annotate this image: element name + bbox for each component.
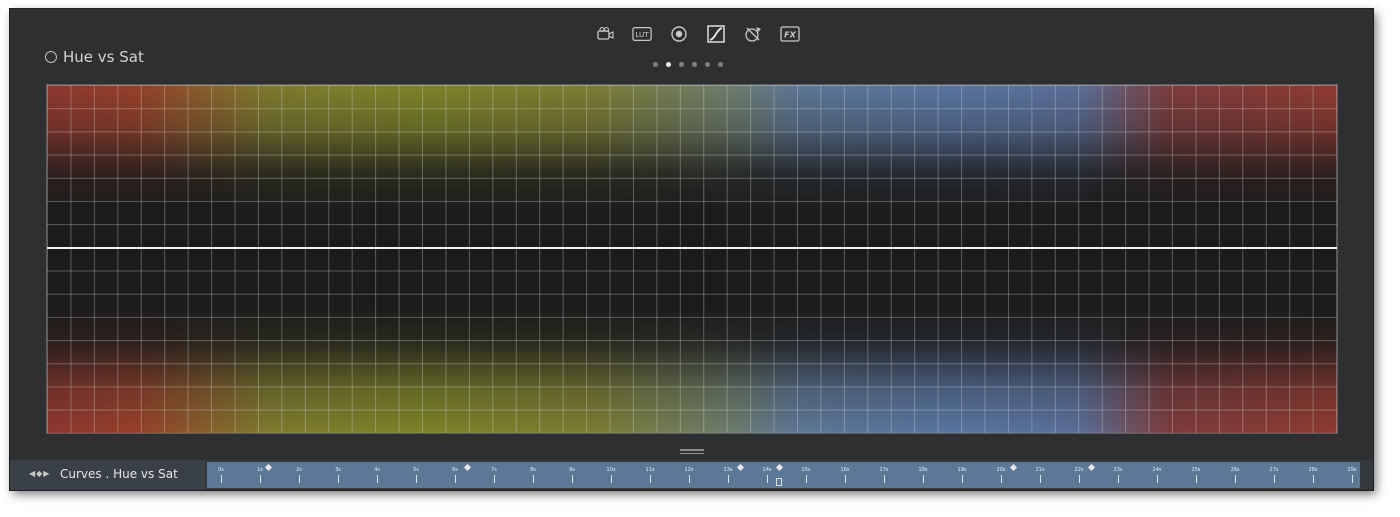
timeline-tick-label: 14s: [762, 467, 772, 473]
keyframe-nav-icon[interactable]: ◀◆▶: [29, 469, 51, 478]
timeline-tick-label: 23s: [1113, 467, 1123, 473]
timeline-tick: [806, 475, 807, 483]
radio-icon[interactable]: [45, 51, 57, 63]
timeline-tick-label: 4s: [374, 467, 380, 473]
timeline-tick: [650, 475, 651, 483]
timeline-tick-label: 18s: [918, 467, 928, 473]
timeline-tick: [1313, 475, 1314, 483]
timeline-tick-label: 8s: [530, 467, 536, 473]
timeline-tick: [1196, 475, 1197, 483]
page-dot[interactable]: [705, 62, 710, 67]
timeline-tick: [1040, 475, 1041, 483]
timeline-tick: [611, 475, 612, 483]
timeline-tick-label: 13s: [723, 467, 733, 473]
timeline-tick: [494, 475, 495, 483]
timeline-tick-label: 7s: [491, 467, 497, 473]
page-dot[interactable]: [679, 62, 684, 67]
timeline-tick-label: 9s: [569, 467, 575, 473]
timeline-tick-label: 29s: [1347, 467, 1357, 473]
curve-line[interactable]: [47, 247, 1337, 249]
timeline-tick-label: 21s: [1035, 467, 1045, 473]
timeline-tick: [455, 475, 456, 483]
timeline-tick-label: 3s: [335, 467, 341, 473]
timeline-tick-label: 20s: [996, 467, 1006, 473]
curves-icon[interactable]: [706, 24, 726, 44]
qualifier-eyedropper-icon[interactable]: [743, 24, 763, 44]
curve-title: Hue vs Sat: [63, 48, 144, 66]
keyframe-marker[interactable]: [775, 463, 783, 472]
timeline-tick-label: 22s: [1074, 467, 1084, 473]
timeline-tick: [1274, 475, 1275, 483]
timeline-tick-label: 25s: [1191, 467, 1201, 473]
timeline-tick: [377, 475, 378, 483]
page-dot[interactable]: [692, 62, 697, 67]
timeline-tick: [1235, 475, 1236, 483]
timeline-tick: [1352, 475, 1353, 483]
timeline-tick-label: 5s: [413, 467, 419, 473]
keyframe-marker[interactable]: [463, 463, 471, 472]
svg-text:LUT: LUT: [635, 30, 649, 39]
timeline-tick: [533, 475, 534, 483]
hue-vs-sat-graph[interactable]: [46, 84, 1338, 434]
color-wheel-icon[interactable]: [669, 24, 689, 44]
timeline-tick: [1118, 475, 1119, 483]
page-dot-active[interactable]: [666, 62, 671, 67]
timeline-tick: [1157, 475, 1158, 483]
timeline-tick: [221, 475, 222, 483]
timeline-tick-label: 11s: [645, 467, 655, 473]
timeline-tick: [338, 475, 339, 483]
timeline-tick: [299, 475, 300, 483]
saturation-fade: [47, 85, 1337, 433]
grid: [47, 85, 1337, 433]
camera-icon[interactable]: [595, 24, 615, 44]
timeline-label-area: ◀◆▶ Curves . Hue vs Sat: [10, 460, 205, 490]
keyframe-marker[interactable]: [264, 463, 272, 472]
timeline-tick: [962, 475, 963, 483]
timeline-tick-label: 12s: [684, 467, 694, 473]
timeline-tick: [1001, 475, 1002, 483]
timeline-tick: [260, 475, 261, 483]
timeline-tick-label: 2s: [296, 467, 302, 473]
timeline-tick-label: 28s: [1308, 467, 1318, 473]
page-dot[interactable]: [718, 62, 723, 67]
page-indicator: [653, 62, 731, 67]
timeline-tick-label: 6s: [452, 467, 458, 473]
page-dot[interactable]: [653, 62, 658, 67]
timeline-tick-label: 19s: [957, 467, 967, 473]
timeline-track-label: Curves . Hue vs Sat: [60, 467, 178, 481]
timeline-tick-label: 27s: [1269, 467, 1279, 473]
timeline-tick: [884, 475, 885, 483]
timeline-ruler[interactable]: 0s 1s 2s 3s 4s 5s 6s 7s 8s 9s 10s 11s 12s 13s 14s 15s 16…: [207, 462, 1360, 488]
lut-icon[interactable]: LUT: [632, 24, 652, 44]
fx-icon[interactable]: FX: [780, 24, 800, 44]
timeline-tick: [728, 475, 729, 483]
svg-text:FX: FX: [784, 31, 796, 40]
keyframe-marker[interactable]: [1087, 463, 1095, 472]
timeline-tick-label: 26s: [1230, 467, 1240, 473]
timeline-bar: ◀◆▶ Curves . Hue vs Sat 0s 1s 2s 3s 4s 5s 6s 7s…: [10, 460, 1373, 490]
timeline-tick: [689, 475, 690, 483]
timeline-tick: [923, 475, 924, 483]
tool-selector: LUT FX: [595, 24, 817, 46]
timeline-tick-label: 0s: [218, 467, 224, 473]
timeline-tick: [767, 475, 768, 483]
timeline-tick: [1079, 475, 1080, 483]
timeline-tick-label: 1s: [257, 467, 263, 473]
timeline-tick-label: 15s: [801, 467, 811, 473]
timeline-tick-label: 16s: [840, 467, 850, 473]
resize-handle-icon[interactable]: [680, 449, 704, 455]
curves-panel-window: LUT FX Hue vs Sat ◀◆▶: [10, 9, 1373, 490]
timeline-tick: [416, 475, 417, 483]
timeline-tick: [845, 475, 846, 483]
keyframe-marker[interactable]: [736, 463, 744, 472]
timeline-tick-label: 24s: [1152, 467, 1162, 473]
timeline-tick-label: 17s: [879, 467, 889, 473]
keyframe-marker[interactable]: [1009, 463, 1017, 472]
timeline-tick: [572, 475, 573, 483]
curve-mode-selector[interactable]: Hue vs Sat: [45, 48, 144, 66]
timeline-tick-label: 10s: [606, 467, 616, 473]
playhead-icon[interactable]: [775, 478, 782, 486]
